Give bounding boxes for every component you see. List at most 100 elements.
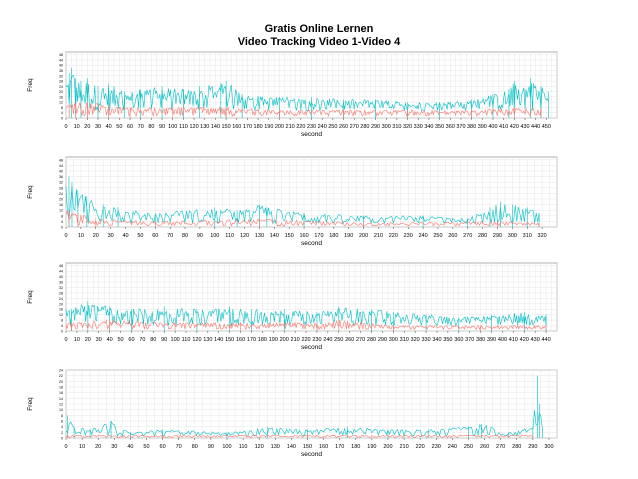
x-tick-label: 210 — [374, 233, 383, 239]
x-tick-label: 160 — [232, 124, 241, 130]
x-tick-label: 340 — [424, 124, 433, 130]
x-tick-label: 250 — [433, 233, 442, 239]
x-tick-label: 90 — [161, 337, 167, 343]
x-tick-label: 440 — [531, 124, 540, 130]
x-tick-label: 90 — [197, 233, 203, 239]
x-tick-label: 250 — [334, 337, 343, 343]
x-tick-label: 440 — [541, 337, 550, 343]
x-tick-label: 10 — [74, 337, 80, 343]
y-tick-label: 22 — [59, 374, 63, 378]
x-tick-label: 110 — [239, 444, 248, 450]
x-tick-label: 430 — [531, 337, 540, 343]
x-tick-label: 290 — [528, 444, 537, 450]
x-tick-label: 310 — [523, 233, 532, 239]
x-tick-label: 20 — [93, 233, 99, 239]
x-axis-label: second — [301, 131, 322, 138]
x-tick-label: 300 — [382, 124, 391, 130]
x-tick-label: 60 — [160, 444, 166, 450]
x-tick-label: 270 — [356, 337, 365, 343]
x-tick-label: 80 — [192, 444, 198, 450]
x-tick-label: 40 — [107, 337, 113, 343]
x-tick-label: 40 — [127, 444, 133, 450]
x-tick-label: 0 — [64, 124, 67, 130]
x-tick-label: 30 — [95, 124, 101, 130]
y-tick-label: 16 — [59, 203, 63, 207]
x-tick-label: 150 — [222, 124, 231, 130]
y-tick-label: 8 — [61, 319, 63, 323]
y-tick-label: 48 — [59, 264, 63, 268]
x-tick-label: 320 — [403, 124, 412, 130]
y-tick-label: 28 — [59, 291, 63, 295]
x-tick-label: 420 — [510, 124, 519, 130]
x-tick-label: 200 — [280, 337, 289, 343]
x-tick-label: 70 — [139, 337, 145, 343]
x-tick-label: 200 — [383, 444, 392, 450]
y-tick-label: 28 — [59, 186, 63, 190]
x-tick-label: 120 — [240, 233, 249, 239]
x-tick-label: 370 — [465, 337, 474, 343]
x-tick-label: 80 — [182, 233, 188, 239]
x-axis-label: second — [301, 240, 322, 247]
y-tick-label: 14 — [59, 397, 63, 401]
x-tick-label: 170 — [335, 444, 344, 450]
x-tick-label: 350 — [443, 337, 452, 343]
x-tick-label: 370 — [456, 124, 465, 130]
x-tick-label: 230 — [312, 337, 321, 343]
y-tick-label: 24 — [59, 192, 63, 196]
x-tick-label: 170 — [314, 233, 323, 239]
x-tick-label: 260 — [448, 233, 457, 239]
x-tick-label: 160 — [299, 233, 308, 239]
x-tick-label: 390 — [487, 337, 496, 343]
x-tick-label: 240 — [323, 337, 332, 343]
y-tick-label: 40 — [59, 275, 63, 279]
x-tick-label: 200 — [275, 124, 284, 130]
x-tick-label: 180 — [351, 444, 360, 450]
x-tick-label: 100 — [171, 337, 180, 343]
y-tick-label: 0 — [61, 330, 63, 334]
x-tick-label: 150 — [285, 233, 294, 239]
x-tick-label: 50 — [117, 337, 123, 343]
x-tick-label: 280 — [367, 337, 376, 343]
series-line-2 — [65, 319, 547, 331]
y-tick-label: 44 — [59, 58, 63, 62]
x-tick-label: 80 — [148, 124, 154, 130]
x-tick-label: 350 — [435, 124, 444, 130]
x-tick-label: 60 — [127, 124, 133, 130]
y-tick-label: 32 — [59, 286, 63, 290]
series-line-2 — [65, 210, 540, 227]
x-tick-label: 210 — [291, 337, 300, 343]
x-tick-label: 160 — [236, 337, 245, 343]
y-tick-label: 16 — [59, 308, 63, 312]
series-line-2 — [65, 434, 533, 439]
y-tick-label: 44 — [59, 270, 63, 274]
x-tick-label: 130 — [255, 233, 264, 239]
x-tick-label: 360 — [446, 124, 455, 130]
x-tick-label: 10 — [79, 444, 85, 450]
x-tick-label: 360 — [454, 337, 463, 343]
x-tick-label: 260 — [339, 124, 348, 130]
x-tick-label: 410 — [499, 124, 508, 130]
y-tick-label: 8 — [61, 106, 63, 110]
x-tick-label: 160 — [319, 444, 328, 450]
figure-title-block: Gratis Online Lernen Video Tracking Vide… — [0, 23, 638, 49]
x-tick-label: 140 — [211, 124, 220, 130]
y-tick-label: 4 — [61, 425, 63, 429]
series-line-1 — [65, 75, 549, 112]
figure-subtitle: Video Tracking Video 1-Video 4 — [237, 36, 401, 48]
x-tick-label: 190 — [269, 337, 278, 343]
y-tick-label: 20 — [59, 302, 63, 306]
x-tick-label: 410 — [509, 337, 518, 343]
x-tick-label: 300 — [508, 233, 517, 239]
y-tick-label: 32 — [59, 74, 63, 78]
series-line-2 — [65, 102, 542, 117]
x-tick-label: 130 — [271, 444, 280, 450]
x-tick-label: 190 — [344, 233, 353, 239]
x-tick-label: 130 — [203, 337, 212, 343]
x-tick-label: 250 — [464, 444, 473, 450]
x-tick-label: 10 — [78, 233, 84, 239]
y-tick-label: 0 — [61, 117, 63, 121]
x-tick-label: 390 — [478, 124, 487, 130]
x-tick-label: 290 — [378, 337, 387, 343]
x-tick-label: 280 — [478, 233, 487, 239]
